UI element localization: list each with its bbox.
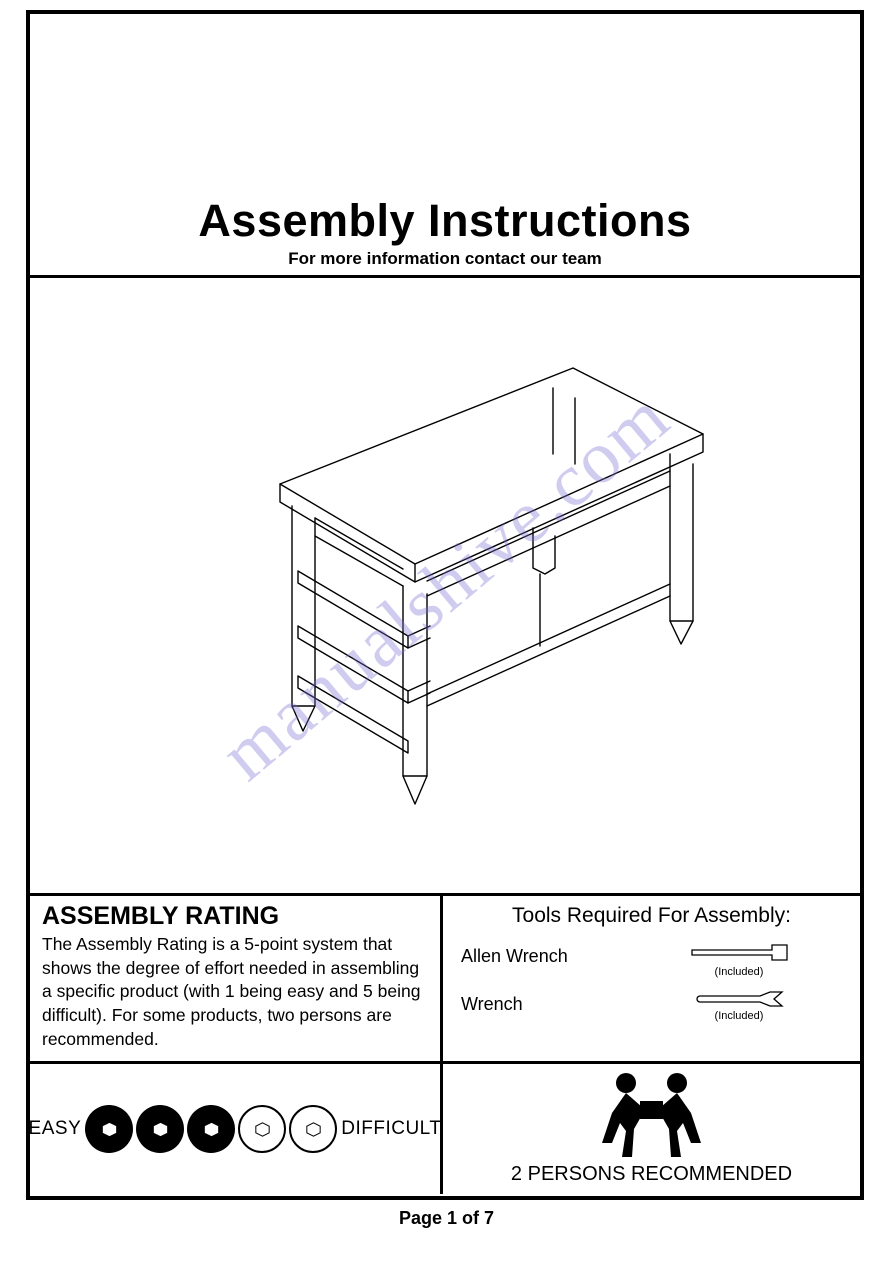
rating-description: The Assembly Rating is a 5-point system … [42,933,428,1051]
left-column: ASSEMBLY RATING The Assembly Rating is a… [30,896,443,1194]
rating-title: ASSEMBLY RATING [42,902,428,931]
tool-name-wrench: Wrench [461,990,636,1015]
document-frame: Assembly Instructions For more informati… [26,10,864,1200]
rating-dot-4 [238,1105,286,1153]
rating-dot-3 [187,1105,235,1153]
two-persons-icon [584,1071,719,1159]
difficult-label: DIFFICULT [341,1118,441,1140]
rating-scale: EASY [30,1064,440,1194]
wrench-icon [692,990,787,1008]
included-label-wrench: (Included) [715,1010,764,1022]
document-subtitle: For more information contact our team [288,249,602,269]
persons-label: 2 PERSONS RECOMMENDED [511,1163,792,1186]
tool-name-allen: Allen Wrench [461,942,636,967]
rating-dot-2 [136,1105,184,1153]
rating-dots [85,1105,337,1153]
diagram-section: manualshive.com [30,278,860,896]
tool-row-allen: Allen Wrench (Included) [461,942,842,978]
rating-dot-5 [289,1105,337,1153]
document-title: Assembly Instructions [198,195,691,247]
tools-required-box: Tools Required For Assembly: Allen Wrenc… [443,896,860,1064]
easy-label: EASY [29,1118,82,1140]
tool-row-wrench: Wrench (Included) [461,990,842,1022]
persons-recommended-box: 2 PERSONS RECOMMENDED [443,1064,860,1194]
bottom-info-grid: ASSEMBLY RATING The Assembly Rating is a… [30,896,860,1194]
tools-title: Tools Required For Assembly: [461,904,842,928]
assembly-rating-box: ASSEMBLY RATING The Assembly Rating is a… [30,896,440,1064]
header-section: Assembly Instructions For more informati… [30,14,860,278]
right-column: Tools Required For Assembly: Allen Wrenc… [443,896,860,1194]
allen-wrench-icon [687,942,792,964]
table-diagram [135,336,755,836]
page-number: Page 1 of 7 [0,1208,893,1229]
rating-dot-1 [85,1105,133,1153]
included-label-allen: (Included) [715,966,764,978]
